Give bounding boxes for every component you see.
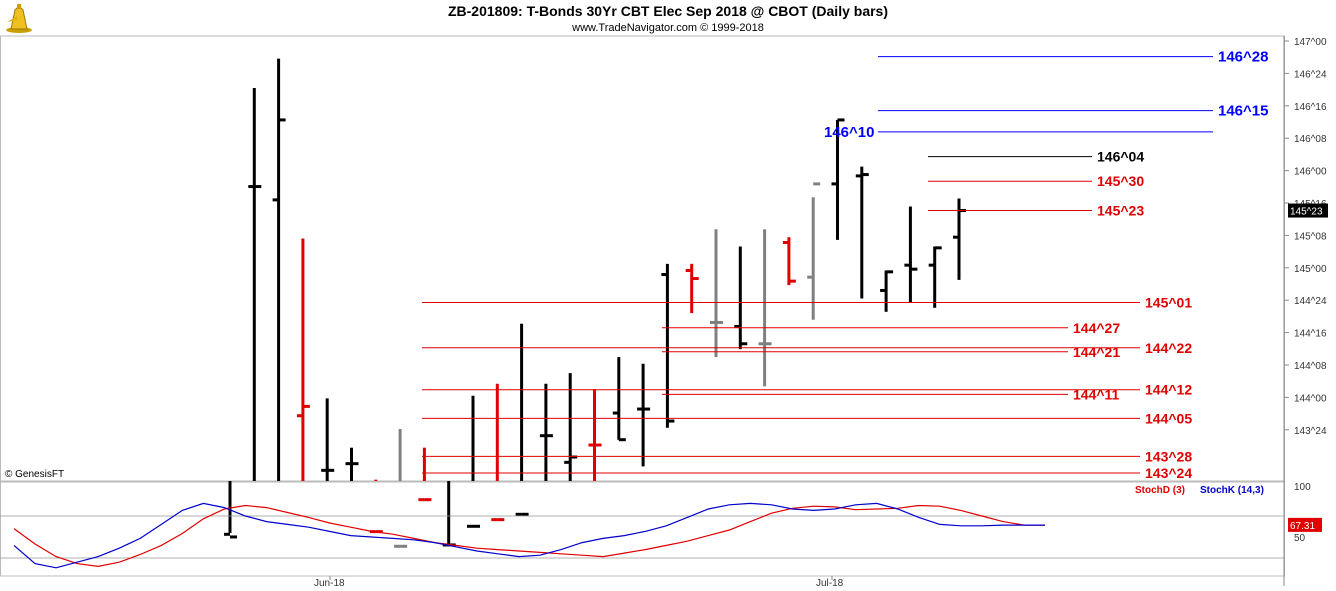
chart-title: ZB-201809: T-Bonds 30Yr CBT Elec Sep 201… <box>447 3 888 19</box>
price-tick-label: 143^24 <box>1294 426 1327 437</box>
level-label: 145^30 <box>1097 173 1144 189</box>
ohlc-bar <box>612 357 626 442</box>
level-label: 144^22 <box>1145 340 1192 356</box>
stoch-tick-label: 100 <box>1294 482 1311 493</box>
ohlc-bar <box>491 383 505 522</box>
price-tick-label: 144^16 <box>1294 329 1327 340</box>
stoch-current-value: 67.31 <box>1290 521 1315 532</box>
ohlc-bar <box>272 58 286 481</box>
level-label: 146^10 <box>824 124 874 141</box>
ohlc-bar <box>710 229 723 358</box>
ohlc-bar <box>588 389 602 481</box>
level-label: 146^04 <box>1097 149 1144 165</box>
ohlc-bar <box>637 363 651 467</box>
level-label: 144^05 <box>1145 410 1192 426</box>
legend-stochd: StochD (3) <box>1135 485 1185 496</box>
stoch-panel-frame <box>0 481 1285 577</box>
level-label: 143^28 <box>1145 448 1192 464</box>
price-tick-label: 146^08 <box>1294 134 1327 145</box>
ohlc-bar <box>880 270 894 312</box>
ohlc-bar <box>782 237 796 286</box>
price-tick-label: 147^00 <box>1294 37 1327 48</box>
level-label: 146^28 <box>1218 49 1268 66</box>
price-tick-label: 145^08 <box>1294 231 1327 242</box>
ohlc-bar <box>418 447 432 502</box>
level-label: 145^23 <box>1097 203 1144 219</box>
ohlc-bar <box>296 238 310 481</box>
x-tick-label: Jul-18 <box>816 578 844 589</box>
ohlc-bar <box>345 447 359 481</box>
level-label: 144^12 <box>1145 382 1192 398</box>
level-label: 144^21 <box>1073 344 1120 360</box>
price-tick-label: 144^08 <box>1294 361 1327 372</box>
ohlc-bar <box>807 182 821 320</box>
ohlc-bar <box>831 118 845 240</box>
x-tick-label: Jun-18 <box>314 578 345 589</box>
copyright-label: © GenesisFT <box>5 469 65 480</box>
ohlc-bar <box>369 479 383 534</box>
ohlc-bar <box>539 383 553 481</box>
ohlc-bar <box>564 373 578 481</box>
legend-stochk: StochK (14,3) <box>1200 485 1264 496</box>
stoch-tick-label: 50 <box>1294 533 1306 544</box>
price-tick-label: 144^00 <box>1294 393 1327 404</box>
ohlc-bar <box>321 398 335 481</box>
ohlc-bar <box>248 87 262 481</box>
level-label: 143^24 <box>1145 465 1192 481</box>
ohlc-bar <box>855 166 869 299</box>
stoch-value-tag <box>1288 517 1322 532</box>
ohlc-bar <box>467 395 480 528</box>
trade-navigator-logo-icon <box>3 2 35 34</box>
ohlc-bar <box>734 246 748 350</box>
ohlc-bar <box>442 481 456 547</box>
ohlc-bar <box>904 206 918 303</box>
price-tick-label: 146^16 <box>1294 102 1327 113</box>
stoch-series-line <box>13 502 1045 569</box>
price-tick-label: 145^00 <box>1294 264 1327 275</box>
stoch-series-line <box>13 504 1045 568</box>
price-tick-label: 144^24 <box>1294 296 1327 307</box>
ohlc-bar <box>515 323 529 516</box>
current-price-value: 145^23 <box>1290 207 1323 218</box>
chart-subtitle: www.TradeNavigator.com © 1999-2018 <box>572 22 764 34</box>
price-tick-label: 146^00 <box>1294 167 1327 178</box>
level-label: 145^01 <box>1145 294 1192 310</box>
ohlc-bar <box>928 246 942 308</box>
ohlc-bar <box>758 229 772 387</box>
current-price-tag <box>1288 203 1328 218</box>
ohlc-bar <box>224 481 237 539</box>
price-tick-label: 146^24 <box>1294 69 1327 80</box>
level-label: 144^11 <box>1073 386 1120 402</box>
level-label: 146^15 <box>1218 103 1268 120</box>
ohlc-bar <box>394 429 408 548</box>
ohlc-bar <box>661 263 675 428</box>
level-label: 144^27 <box>1073 320 1120 336</box>
ohlc-bar <box>685 263 699 314</box>
